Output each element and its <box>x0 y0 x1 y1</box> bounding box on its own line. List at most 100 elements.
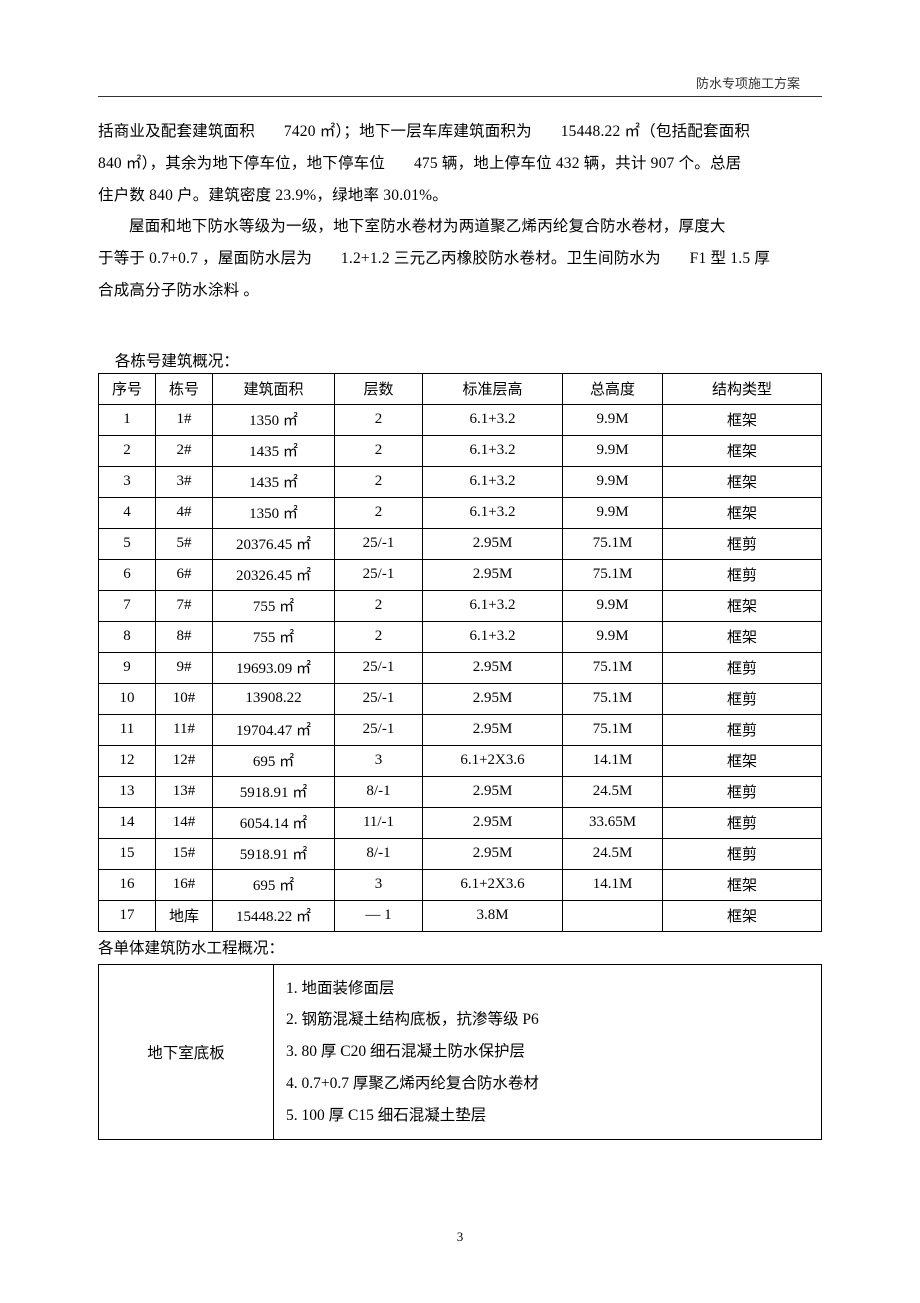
table-cell: 3 <box>335 745 423 776</box>
table-cell: 14 <box>99 807 156 838</box>
table-row: 55#20376.45 ㎡25/-12.95M75.1M框剪 <box>99 528 822 559</box>
table-cell: 8 <box>99 621 156 652</box>
text-run: 屋面和地下防水等级为一级，地下室防水卷材为两道聚乙烯丙纶复合防水卷材，厚度大 <box>129 218 726 235</box>
table-cell: 10 <box>99 683 156 714</box>
table-row: 17地库15448.22 ㎡— 13.8M框架 <box>99 900 822 931</box>
text-run: 475 辆，地上停车位 432 辆，共计 907 个。总居 <box>414 155 741 172</box>
table-cell: 16 <box>99 869 156 900</box>
table-cell: 4# <box>156 497 213 528</box>
body-text: 括商业及配套建筑面积 7420 ㎡）；地下一层车库建筑面积为 15448.22 … <box>98 116 822 307</box>
paragraph-line: 括商业及配套建筑面积 7420 ㎡）；地下一层车库建筑面积为 15448.22 … <box>98 116 822 148</box>
table-cell: 5 <box>99 528 156 559</box>
paragraph-line: 住户数 840 户。建筑密度 23.9%，绿地率 30.01%。 <box>98 180 822 212</box>
paragraph-line: 合成高分子防水涂料 。 <box>98 275 822 307</box>
list-item: 3. 80 厚 C20 细石混凝土防水保护层 <box>286 1036 809 1068</box>
table-header-cell: 总高度 <box>563 373 663 404</box>
text-run: 1.2+1.2 三元乙丙橡胶防水卷材。卫生间防水为 <box>341 250 661 267</box>
text-run: 住户数 840 户。建筑密度 23.9%，绿地率 30.01%。 <box>98 187 448 204</box>
table-cell: 2.95M <box>423 838 563 869</box>
table-cell: 框架 <box>663 435 822 466</box>
table-header-cell: 建筑面积 <box>213 373 335 404</box>
table-cell: 11# <box>156 714 213 745</box>
table-cell: 3 <box>335 869 423 900</box>
table-cell: 框架 <box>663 466 822 497</box>
table-cell: 14.1M <box>563 869 663 900</box>
table-cell: 15448.22 ㎡ <box>213 900 335 931</box>
table-cell: 5# <box>156 528 213 559</box>
table-row: 1414#6054.14 ㎡11/-12.95M33.65M框剪 <box>99 807 822 838</box>
table-cell: 11/-1 <box>335 807 423 838</box>
table-row: 66#20326.45 ㎡25/-12.95M75.1M框剪 <box>99 559 822 590</box>
table-cell: 框架 <box>663 900 822 931</box>
table-cell: 9 <box>99 652 156 683</box>
table-cell: 25/-1 <box>335 559 423 590</box>
table-cell: 框架 <box>663 745 822 776</box>
table-cell: 8# <box>156 621 213 652</box>
table-cell: 9# <box>156 652 213 683</box>
table-cell: 24.5M <box>563 838 663 869</box>
table-cell: 15# <box>156 838 213 869</box>
table-row: 44#1350 ㎡26.1+3.29.9M框架 <box>99 497 822 528</box>
table-cell: 10# <box>156 683 213 714</box>
table-cell: 7 <box>99 590 156 621</box>
table-cell: 2.95M <box>423 652 563 683</box>
table-cell: 9.9M <box>563 621 663 652</box>
table-cell: 9.9M <box>563 590 663 621</box>
table-cell: 75.1M <box>563 714 663 745</box>
table-cell: 16# <box>156 869 213 900</box>
table-cell: 9.9M <box>563 435 663 466</box>
table-cell: 17 <box>99 900 156 931</box>
text-run: 于等于 0.7+0.7 ，屋面防水层为 <box>98 250 312 267</box>
table-cell: 14# <box>156 807 213 838</box>
table-cell: 2.95M <box>423 683 563 714</box>
list-item: 1. 地面装修面层 <box>286 973 809 1005</box>
table-cell: 2 <box>335 497 423 528</box>
table-cell: 6.1+3.2 <box>423 590 563 621</box>
text-run: 括商业及配套建筑面积 <box>98 123 255 140</box>
table-cell: 13908.22 <box>213 683 335 714</box>
table-cell: 33.65M <box>563 807 663 838</box>
table-cell: 2 <box>335 590 423 621</box>
table-cell: 框剪 <box>663 683 822 714</box>
table-row: 1616#695 ㎡36.1+2X3.614.1M框架 <box>99 869 822 900</box>
section-label: 地下室底板 <box>99 964 274 1140</box>
table-cell: 13# <box>156 776 213 807</box>
table-cell: — 1 <box>335 900 423 931</box>
table-row: 33#1435 ㎡26.1+3.29.9M框架 <box>99 466 822 497</box>
table-cell: 2 <box>99 435 156 466</box>
table-header-cell: 序号 <box>99 373 156 404</box>
table1-caption: 各栋号建筑概况： <box>104 349 822 371</box>
table-cell: 框架 <box>663 869 822 900</box>
table-cell: 2 <box>335 404 423 435</box>
table-cell: 框剪 <box>663 838 822 869</box>
table-cell: 2 <box>335 621 423 652</box>
table-cell: 4 <box>99 497 156 528</box>
table-cell: 2.95M <box>423 776 563 807</box>
table-cell: 9.9M <box>563 404 663 435</box>
table-row: 1111#19704.47 ㎡25/-12.95M75.1M框剪 <box>99 714 822 745</box>
table-cell: 12# <box>156 745 213 776</box>
table-cell: 框剪 <box>663 559 822 590</box>
table-row: 88#755 ㎡26.1+3.29.9M框架 <box>99 621 822 652</box>
table2-caption: 各单体建筑防水工程概况： <box>98 936 822 958</box>
table-cell: 9.9M <box>563 497 663 528</box>
table-cell: 2.95M <box>423 807 563 838</box>
paragraph-line: 屋面和地下防水等级为一级，地下室防水卷材为两道聚乙烯丙纶复合防水卷材，厚度大 <box>98 211 822 243</box>
paragraph-line: 840 ㎡），其余为地下停车位，地下停车位 475 辆，地上停车位 432 辆，… <box>98 148 822 180</box>
section-items: 1. 地面装修面层2. 钢筋混凝土结构底板，抗渗等级 P63. 80 厚 C20… <box>274 964 822 1140</box>
page: 防水专项施工方案 括商业及配套建筑面积 7420 ㎡）；地下一层车库建筑面积为 … <box>0 0 920 1303</box>
table-cell: 3# <box>156 466 213 497</box>
table-cell: 75.1M <box>563 559 663 590</box>
table-cell: 3 <box>99 466 156 497</box>
table-header-row: 序号栋号建筑面积层数标准层高总高度结构类型 <box>99 373 822 404</box>
table-row: 1212#695 ㎡36.1+2X3.614.1M框架 <box>99 745 822 776</box>
table-row: 1313#5918.91 ㎡8/-12.95M24.5M框剪 <box>99 776 822 807</box>
table-cell: 6.1+3.2 <box>423 621 563 652</box>
page-number: 3 <box>0 1229 920 1245</box>
table-cell: 框剪 <box>663 528 822 559</box>
table-header-cell: 结构类型 <box>663 373 822 404</box>
table-cell: 19704.47 ㎡ <box>213 714 335 745</box>
table-row: 77#755 ㎡26.1+3.29.9M框架 <box>99 590 822 621</box>
list-item: 2. 钢筋混凝土结构底板，抗渗等级 P6 <box>286 1004 809 1036</box>
table-cell: 6.1+3.2 <box>423 404 563 435</box>
